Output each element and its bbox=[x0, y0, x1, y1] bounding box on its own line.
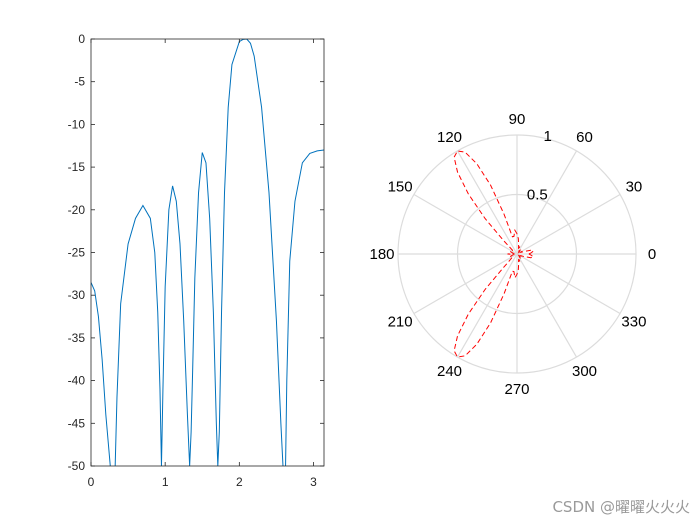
axes-box bbox=[90, 38, 325, 467]
theta-tick-label: 240 bbox=[437, 363, 462, 380]
y-tick-label: -40 bbox=[68, 374, 86, 388]
y-tick-label: -45 bbox=[68, 416, 86, 430]
polar-plot: 0 30 60 90 120 150 180 210 240 270 300 330 0.5 1 bbox=[369, 111, 656, 398]
y-tick-label: -10 bbox=[68, 117, 86, 131]
y-tick-label: -50 bbox=[68, 459, 86, 473]
y-tick-label: -5 bbox=[74, 75, 85, 89]
line-series-0 bbox=[91, 39, 324, 466]
y-tick-label: -30 bbox=[68, 288, 86, 302]
x-tick-label: 2 bbox=[236, 475, 243, 489]
x-tick-label: 1 bbox=[162, 475, 169, 489]
r-tick-label: 0.5 bbox=[527, 186, 548, 203]
theta-tick-label: 210 bbox=[388, 314, 413, 331]
polar-series-0 bbox=[453, 150, 535, 358]
theta-tick-label: 90 bbox=[509, 111, 526, 128]
polar-spoke bbox=[413, 193, 518, 255]
theta-tick-label: 270 bbox=[504, 381, 529, 398]
x-tick-label: 0 bbox=[88, 475, 95, 489]
theta-tick-label: 30 bbox=[626, 179, 643, 196]
y-tick-label: -20 bbox=[68, 203, 86, 217]
polar-spoke bbox=[456, 150, 518, 255]
theta-tick-label: 60 bbox=[576, 129, 593, 146]
watermark: CSDN @曜曜火火火 bbox=[552, 498, 690, 516]
x-tick-label: 3 bbox=[310, 475, 317, 489]
theta-tick-label: 180 bbox=[369, 246, 394, 263]
theta-tick-label: 300 bbox=[572, 363, 597, 380]
polar-spoke bbox=[516, 193, 621, 255]
polar-spoke bbox=[516, 150, 578, 255]
theta-tick-label: 0 bbox=[648, 246, 656, 263]
polar-spoke bbox=[516, 253, 621, 315]
theta-tick-label: 120 bbox=[437, 129, 462, 146]
polar-spoke bbox=[456, 253, 518, 358]
theta-tick-label: 330 bbox=[621, 314, 646, 331]
y-tick-label: -35 bbox=[68, 331, 86, 345]
theta-tick-label: 150 bbox=[388, 179, 413, 196]
y-tick-label: 0 bbox=[78, 32, 85, 46]
y-tick-label: -25 bbox=[68, 246, 86, 260]
polar-spoke bbox=[516, 253, 578, 358]
cartesian-plot: 0 1 2 3 0 -5 -10 -15 -20 -25 -30 -35 -40 -45 -50 bbox=[68, 32, 325, 489]
r-tick-label: 1 bbox=[543, 128, 551, 145]
polar-spoke bbox=[413, 253, 518, 315]
y-tick-label: -15 bbox=[68, 160, 86, 174]
